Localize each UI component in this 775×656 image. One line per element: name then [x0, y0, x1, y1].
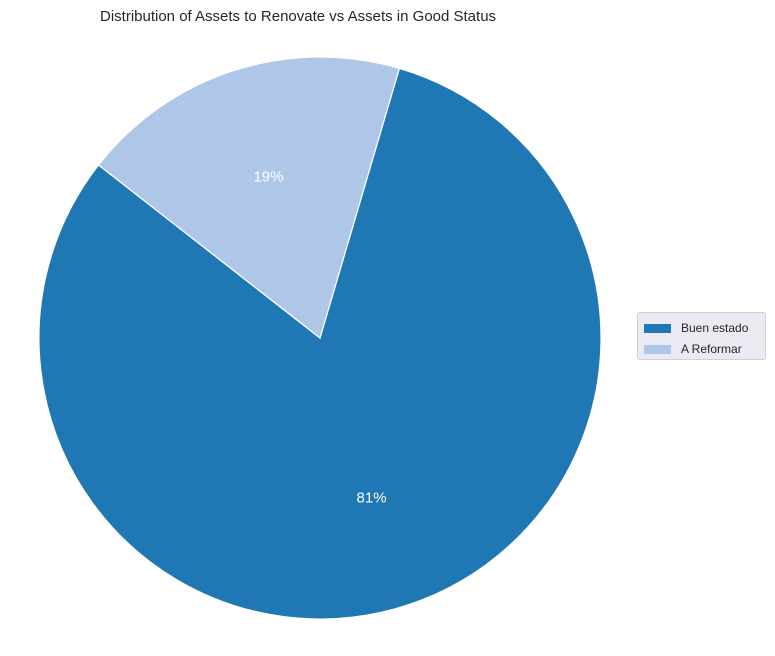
pie-label-buen-estado: 81% [357, 489, 387, 506]
legend-label-buen-estado: Buen estado [681, 321, 749, 335]
legend-item-buen-estado: Buen estado [644, 319, 765, 337]
legend-swatch-buen-estado [644, 323, 671, 333]
legend-swatch-a-reformar [644, 344, 671, 354]
chart-title: Distribution of Assets to Renovate vs As… [100, 8, 497, 25]
legend-label-a-reformar: A Reformar [681, 342, 742, 356]
pie-slice-buen-estado [38, 67, 602, 620]
pie-label-a-reformar: 19% [253, 168, 283, 185]
legend: Buen estado A Reformar [637, 312, 766, 360]
pie-slice-a-reformar [97, 56, 401, 340]
legend-item-a-reformar: A Reformar [644, 340, 765, 358]
